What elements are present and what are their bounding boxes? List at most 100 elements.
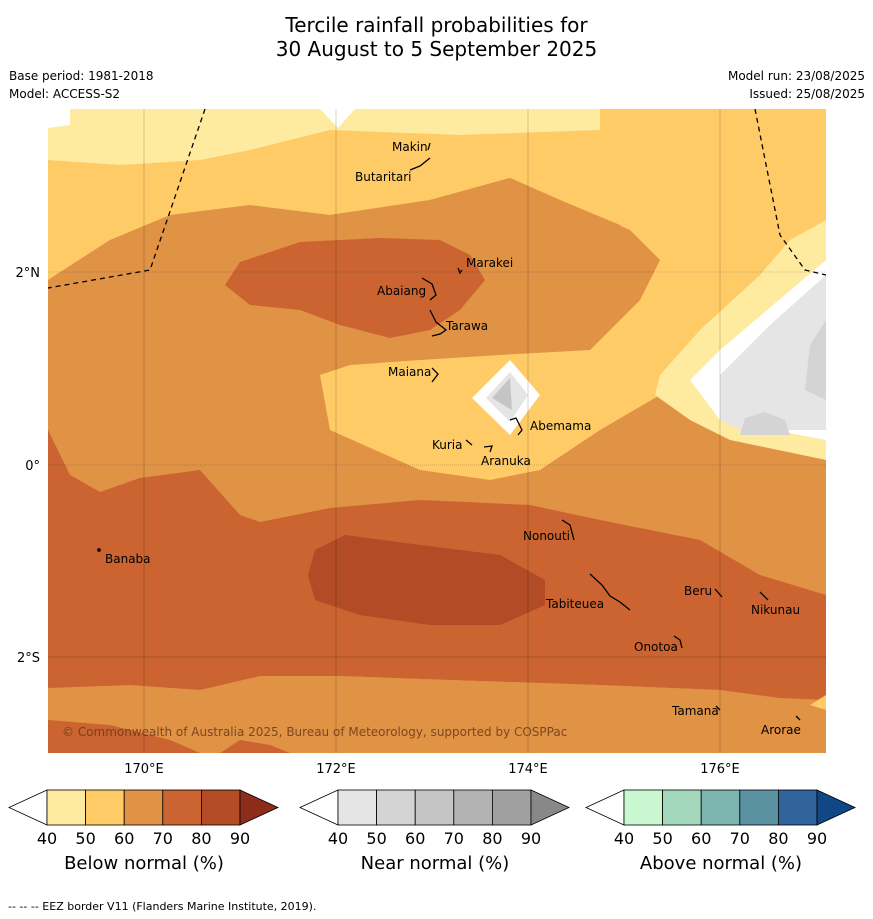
base-period: Base period: 1981-2018	[9, 69, 154, 83]
eez-footer-note: -- -- -- EEZ border V11 (Flanders Marine…	[8, 900, 317, 913]
island-label-nonouti: Nonouti	[523, 529, 570, 543]
title-line-1: Tercile rainfall probabilities for	[285, 13, 588, 37]
colorbar-near-bin-4	[453, 789, 493, 826]
island-label-makin: Makin	[392, 140, 428, 154]
colorbar-below-tick: 50	[75, 829, 95, 848]
region-40-50-north	[48, 109, 826, 165]
colorbar-near-tick: 70	[444, 829, 464, 848]
lat-label-2n: 2°N	[16, 266, 41, 281]
island-label-abemama: Abemama	[530, 419, 591, 433]
colorbar-near-tick: 60	[405, 829, 425, 848]
region-70-80-sw	[48, 720, 200, 753]
island-label-onotoa: Onotoa	[634, 640, 678, 654]
colorbar-below-tick: 90	[230, 829, 250, 848]
colorbar-above-bin-4	[739, 789, 779, 826]
colorbar-above-bin-3	[700, 789, 741, 826]
region-60-70-south	[48, 676, 826, 753]
copyright-notice: © Commonwealth of Australia 2025, Bureau…	[62, 725, 567, 739]
lon-label-174e: 174°E	[508, 762, 548, 777]
colorbar-near-bin-5	[491, 789, 532, 826]
colorbar-above: 40 50 60 70 80 90	[585, 789, 856, 848]
colorbar-near-bin-3	[414, 789, 455, 826]
colorbar-below-min-extend	[8, 789, 48, 826]
island-label-butaritari: Butaritari	[355, 170, 412, 184]
region-near-normal-40-50-east	[720, 275, 826, 430]
colorbar-below-bin-5	[200, 789, 241, 826]
colorbar-below: 40 50 60 70 80 90	[8, 789, 279, 848]
colorbar-above-bin-1	[623, 789, 663, 826]
colorbar-below-tick: 60	[114, 829, 134, 848]
region-50-60-north	[48, 109, 826, 480]
issued-date: Issued: 25/08/2025	[749, 87, 865, 101]
colorbar-above-tick: 60	[691, 829, 711, 848]
colorbar-near: 40 50 60 70 80 90	[299, 789, 570, 848]
colorbar-above-tick: 90	[807, 829, 827, 848]
colorbar-above-tick: 50	[652, 829, 672, 848]
model-run: Model run: 23/08/2025	[727, 69, 865, 83]
graticule	[48, 109, 826, 753]
colorbar-below-max-extend	[239, 789, 279, 826]
region-70-80-s	[220, 740, 290, 753]
colorbar-near-min-extend	[299, 789, 339, 826]
colorbar-above-tick: 70	[730, 829, 750, 848]
island-label-aranuka: Aranuka	[481, 454, 531, 468]
region-below-40-n	[320, 109, 355, 128]
lon-label-176e: 176°E	[700, 762, 740, 777]
axis-labels: 2°N 0° 2°S 170°E 172°E 174°E 176°E	[16, 266, 740, 777]
colorbar-above-bin-5	[778, 789, 818, 826]
colorbar-near-tick: 50	[366, 829, 386, 848]
lat-label-0: 0°	[25, 459, 40, 474]
colorbar-near-tick: 90	[521, 829, 541, 848]
colorbar-near-bin-2	[376, 789, 416, 826]
colorbar-near-tick: 40	[328, 829, 348, 848]
island-labels: Makin Butaritari Marakei Abaiang Tarawa …	[105, 140, 801, 737]
colorbar-above-max-extend	[816, 789, 856, 826]
island-label-beru: Beru	[684, 584, 712, 598]
lat-label-2s: 2°S	[17, 651, 40, 666]
region-near-normal-50-60-east	[805, 320, 826, 400]
island-label-tarawa: Tarawa	[445, 319, 488, 333]
island-label-banaba: Banaba	[105, 552, 151, 566]
colorbar-above-tick: 40	[614, 829, 634, 848]
island-label-nikunau: Nikunau	[751, 603, 800, 617]
island-label-tabiteuea: Tabiteuea	[545, 597, 604, 611]
colorbar-above-min-extend	[585, 789, 625, 826]
colorbar-above-bin-2	[662, 789, 702, 826]
eez-border	[48, 109, 826, 289]
region-80-90-south	[308, 535, 545, 625]
island-label-maiana: Maiana	[388, 365, 431, 379]
colorbar-below-bin-4	[162, 789, 202, 826]
region-below-40-nw	[48, 109, 70, 128]
colorbar-near-max-extend	[530, 789, 570, 826]
colorbar-below-tick: 40	[37, 829, 57, 848]
lon-label-172e: 172°E	[316, 762, 356, 777]
colorbar-near-tick: 80	[482, 829, 502, 848]
colorbar-below-tick: 70	[153, 829, 173, 848]
colorbar-above-tick: 80	[768, 829, 788, 848]
map-plot-area: Makin Butaritari Marakei Abaiang Tarawa …	[48, 109, 826, 753]
island-label-arorae: Arorae	[761, 723, 801, 737]
island-label-abaiang: Abaiang	[377, 284, 426, 298]
colorbar-below-bin-1	[46, 789, 86, 826]
title-line-2: 30 August to 5 September 2025	[275, 37, 598, 61]
colorbar-near-bin-1	[337, 789, 377, 826]
colorbar-title-below: Below normal (%)	[64, 853, 224, 874]
island-label-kuria: Kuria	[432, 438, 463, 452]
colorbar-below-bin-2	[85, 789, 125, 826]
region-70-80-north	[225, 238, 485, 338]
region-near-normal-50-60-south	[740, 412, 790, 435]
model-name: Model: ACCESS-S2	[9, 87, 121, 101]
colorbar-below-bin-3	[123, 789, 164, 826]
region-near-normal-60-70-centre	[492, 378, 512, 410]
island-label-marakei: Marakei	[466, 256, 513, 270]
colorbar-legends: 40 50 60 70 80 90 40 50 60 70 80 90 40 50 60 70 80 90	[8, 789, 856, 848]
region-50-60-se	[810, 695, 826, 710]
island-label-tamana: Tamana	[671, 704, 719, 718]
region-60-70-band	[48, 178, 660, 350]
colorbar-title-near: Near normal (%)	[360, 853, 510, 874]
colorbar-title-above: Above normal (%)	[639, 853, 803, 874]
colorbar-below-tick: 80	[191, 829, 211, 848]
island-outlines	[97, 142, 801, 721]
lon-label-170e: 170°E	[124, 762, 164, 777]
